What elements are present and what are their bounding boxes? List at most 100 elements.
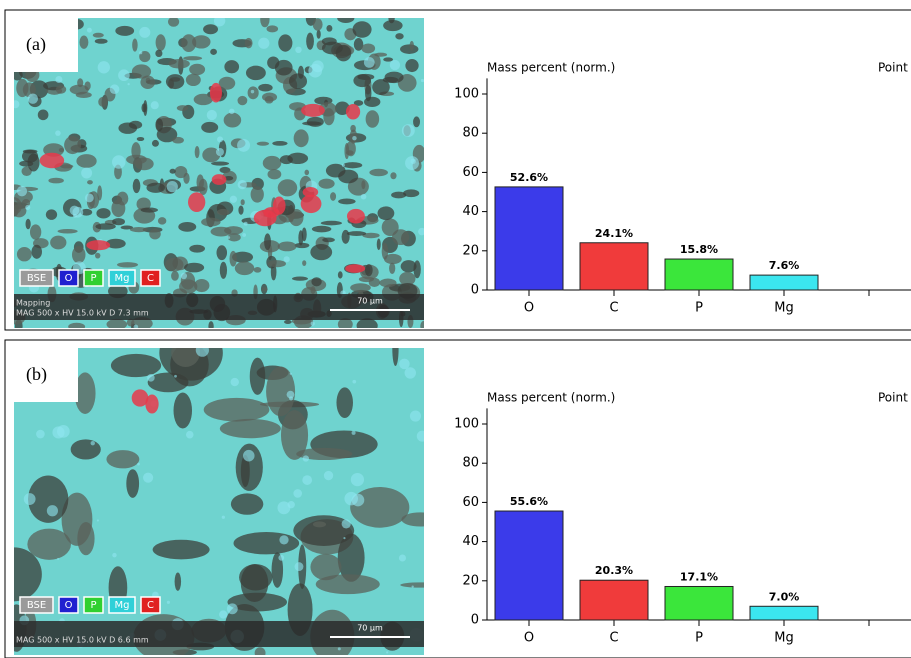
pore: [385, 72, 404, 83]
speckle: [167, 181, 178, 192]
speckle: [167, 601, 170, 604]
speckle: [137, 463, 140, 466]
speckle: [219, 610, 227, 618]
pore: [238, 96, 248, 105]
speckle: [11, 100, 19, 108]
image-caption: MAG 500 x HV 15.0 kV D 6.6 mm: [16, 636, 149, 645]
pore: [211, 161, 229, 165]
image-legend-label: BSE: [27, 273, 46, 284]
x-tick-label: O: [524, 631, 534, 646]
pore: [95, 223, 115, 230]
pore: [310, 244, 332, 260]
pore: [318, 179, 334, 189]
speckle: [421, 79, 424, 82]
pore: [46, 209, 57, 220]
speckle: [386, 651, 388, 653]
pore: [372, 79, 390, 95]
corner-label: Point: [878, 391, 908, 405]
pore: [313, 18, 323, 30]
pore: [201, 122, 218, 133]
value-label: 24.1%: [595, 227, 633, 240]
pore: [336, 387, 352, 418]
speckle: [290, 373, 292, 375]
pore: [392, 229, 409, 245]
speckle: [342, 164, 345, 167]
speckle: [231, 378, 239, 386]
pore: [278, 179, 297, 196]
pore: [76, 92, 92, 98]
pore: [353, 74, 371, 87]
pore: [195, 146, 200, 158]
speckle: [36, 430, 45, 439]
pore: [194, 94, 213, 105]
pore: [330, 192, 336, 201]
pore: [95, 253, 100, 259]
pore: [27, 529, 71, 560]
speckle: [143, 473, 153, 483]
pore: [302, 260, 306, 266]
pore: [17, 247, 32, 261]
speckle: [412, 586, 414, 588]
value-label: 7.6%: [769, 259, 800, 272]
pore: [31, 245, 42, 259]
pore: [28, 154, 40, 172]
speckle: [410, 410, 421, 421]
y-tick-label: 0: [471, 283, 479, 298]
pore: [369, 169, 388, 176]
pore: [306, 33, 314, 50]
red-phase: [301, 104, 325, 117]
speckle: [55, 76, 62, 83]
speckle: [139, 27, 150, 38]
y-tick-label: 60: [462, 495, 479, 510]
speckle: [288, 501, 295, 508]
image-legend-label: C: [147, 273, 154, 284]
speckle: [110, 84, 120, 94]
pore: [143, 100, 147, 116]
speckle: [410, 159, 415, 164]
pore: [312, 226, 332, 233]
pore: [359, 276, 374, 282]
pore: [224, 60, 239, 73]
speckle: [278, 555, 284, 561]
x-tick-label: Mg: [774, 301, 793, 316]
pore: [141, 207, 158, 212]
pore: [117, 262, 138, 267]
pore: [326, 25, 332, 32]
pore: [231, 493, 263, 514]
pore: [220, 419, 281, 438]
pore: [170, 169, 176, 174]
pore: [77, 522, 94, 555]
pore: [132, 38, 138, 51]
red-phase: [145, 394, 158, 413]
corner-label: Point: [878, 61, 908, 75]
speckle: [112, 155, 125, 168]
image-legend-label: Mg: [115, 600, 130, 611]
pore: [379, 279, 396, 288]
pore: [353, 21, 372, 38]
speckle: [308, 64, 322, 78]
speckle: [181, 273, 187, 279]
pore: [344, 143, 349, 159]
speckle: [227, 236, 230, 239]
speckle: [91, 441, 95, 445]
speckle: [25, 205, 30, 210]
pore: [76, 154, 96, 168]
speckle: [243, 450, 255, 462]
pore: [84, 81, 90, 90]
red-phase: [345, 264, 365, 273]
pore: [168, 59, 189, 69]
pore: [106, 450, 139, 468]
speckle: [351, 473, 364, 486]
pore: [171, 271, 179, 281]
page: MappingMAG 500 x HV 15.0 kV D 7.3 mm70 µ…: [0, 0, 911, 658]
pore: [350, 283, 371, 292]
speckle: [230, 196, 237, 203]
bar: [580, 243, 648, 290]
speckle: [293, 489, 302, 498]
y-tick-label: 40: [462, 534, 479, 549]
pore: [217, 209, 229, 215]
pore: [254, 267, 262, 273]
pore: [26, 219, 31, 230]
pore: [342, 230, 350, 244]
pore: [366, 110, 380, 128]
